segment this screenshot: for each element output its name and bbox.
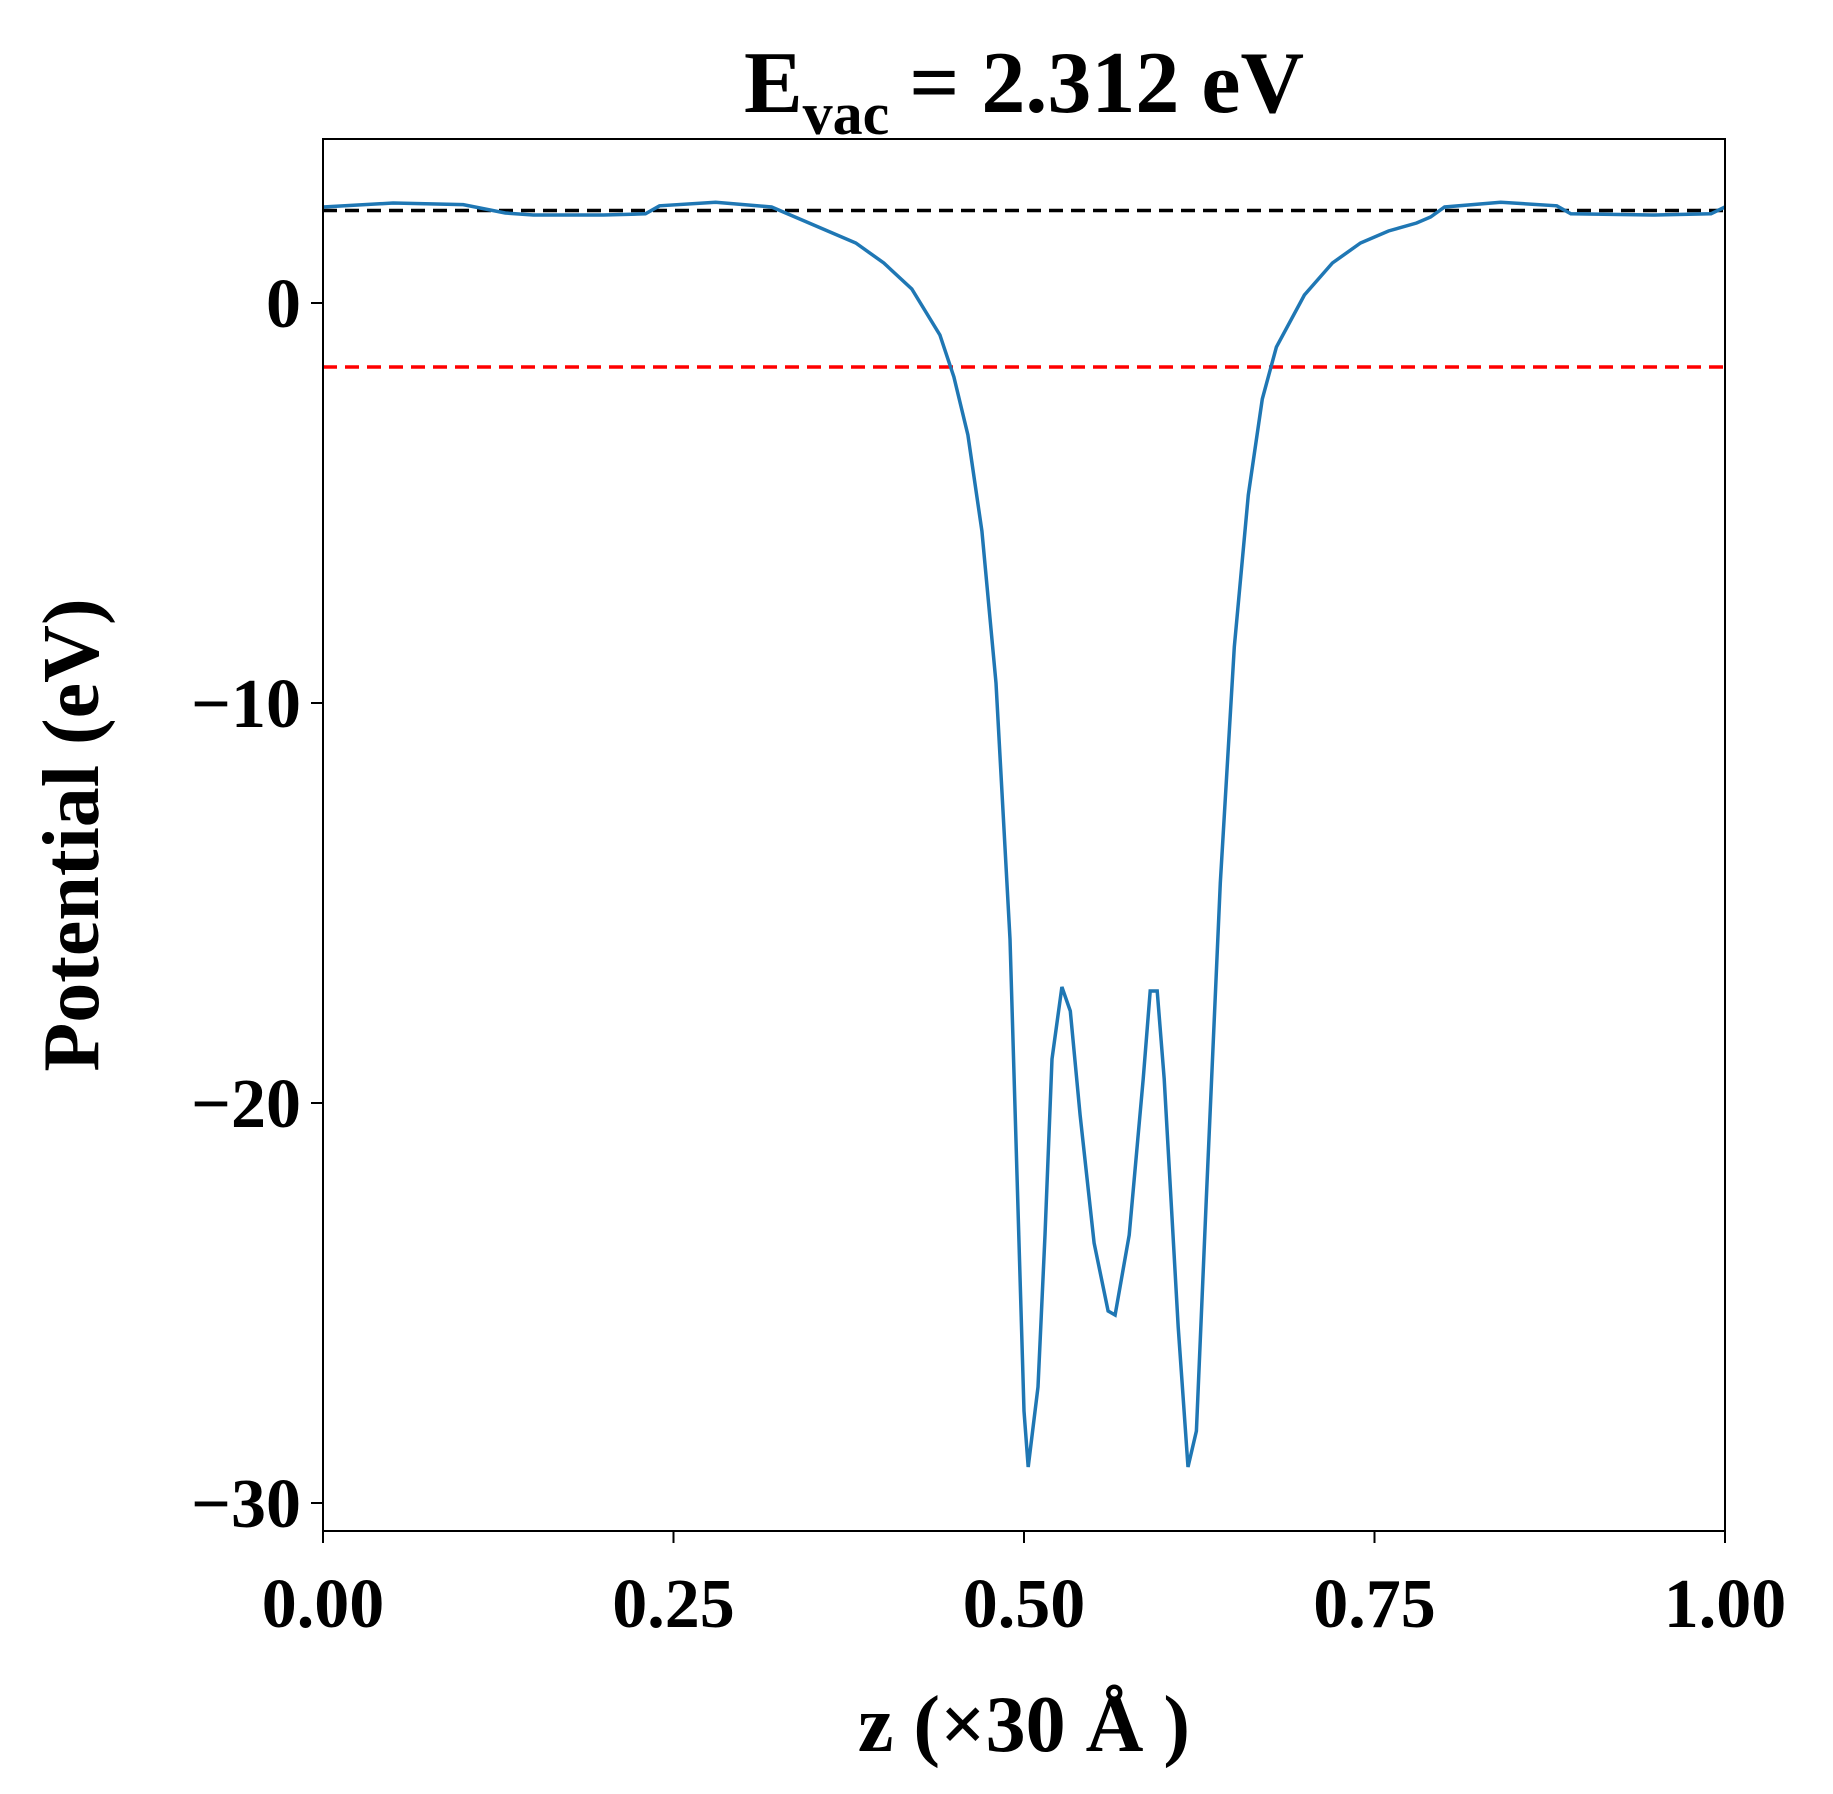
y-axis-label: Potential (eV): [28, 598, 116, 1071]
title-main: E: [744, 35, 803, 132]
y-tick-label: −30: [191, 1466, 301, 1543]
y-tick-label: −10: [191, 666, 301, 743]
y-tick-label: 0: [266, 266, 301, 343]
x-tick-label: 0.00: [262, 1566, 385, 1643]
x-tick-label: 0.25: [612, 1566, 735, 1643]
chart-title: Evac = 2.312 eV: [744, 35, 1304, 147]
plot-frame: [322, 138, 1726, 1532]
x-tick-label: 0.50: [963, 1566, 1086, 1643]
x-axis-label: z (×30 Å ): [858, 1681, 1190, 1769]
y-tick-label: −20: [191, 1066, 301, 1143]
x-tick-label: 0.75: [1313, 1566, 1436, 1643]
line-series: [322, 200, 1726, 1468]
title-rest: = 2.312 eV: [909, 35, 1304, 132]
x-tick-label: 1.00: [1664, 1566, 1787, 1643]
title-sub: vac: [803, 81, 890, 147]
